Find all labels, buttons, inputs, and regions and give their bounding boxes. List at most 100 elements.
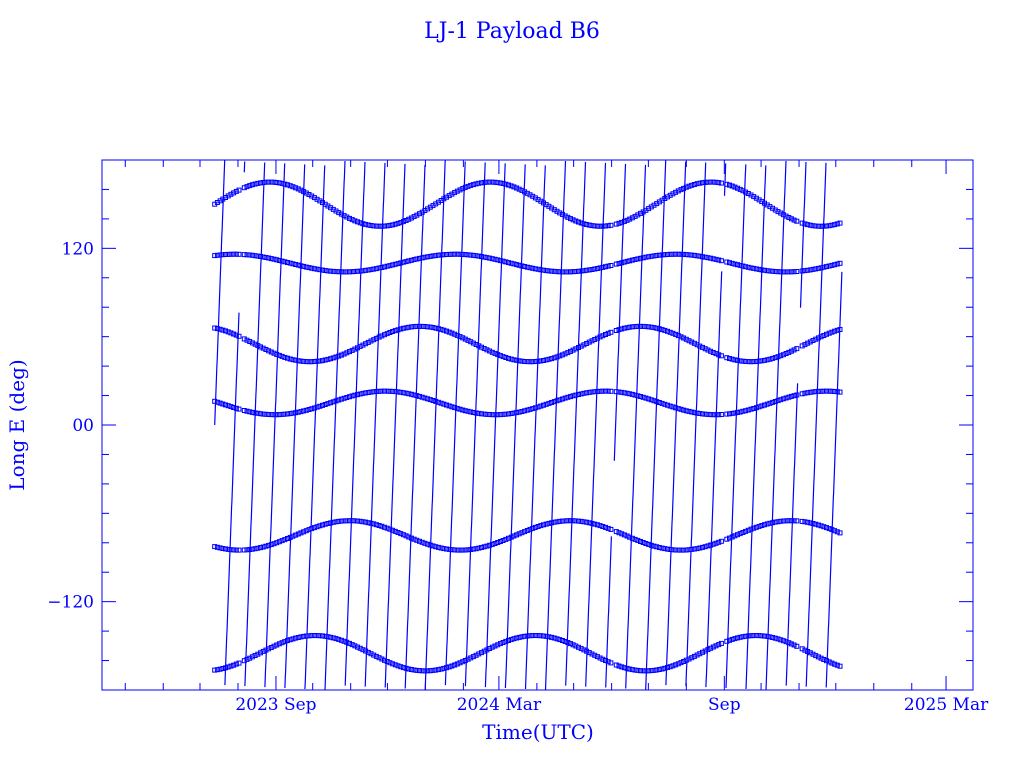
data-point bbox=[444, 546, 449, 552]
data-point bbox=[347, 269, 352, 275]
data-point bbox=[818, 655, 824, 661]
data-point bbox=[479, 180, 484, 186]
data-point bbox=[341, 518, 347, 524]
data-point bbox=[554, 269, 560, 275]
data-point bbox=[694, 181, 700, 187]
data-point bbox=[683, 547, 689, 553]
data-point bbox=[748, 406, 754, 412]
data-point bbox=[214, 326, 220, 332]
data-point bbox=[621, 390, 627, 396]
data-point bbox=[524, 264, 530, 270]
data-point bbox=[382, 657, 387, 663]
data-point bbox=[435, 667, 441, 673]
data-point bbox=[745, 633, 751, 639]
data-point bbox=[325, 268, 331, 274]
data-point bbox=[293, 532, 299, 538]
data-point bbox=[743, 408, 749, 414]
data-point bbox=[481, 411, 487, 417]
data-point bbox=[678, 334, 684, 340]
data-point bbox=[527, 265, 533, 271]
data-point bbox=[390, 388, 396, 394]
data-point bbox=[379, 333, 385, 339]
data-point bbox=[799, 646, 805, 652]
data-point bbox=[363, 341, 369, 347]
data-point bbox=[473, 652, 479, 658]
data-point bbox=[301, 263, 307, 269]
data-point bbox=[783, 395, 789, 401]
data-point bbox=[497, 180, 503, 186]
data-point bbox=[279, 538, 285, 544]
data-point bbox=[530, 633, 536, 639]
data-point bbox=[799, 268, 805, 274]
data-point bbox=[557, 353, 563, 359]
data-point bbox=[643, 254, 649, 260]
data-point bbox=[290, 636, 296, 642]
data-point bbox=[834, 662, 840, 668]
data-point bbox=[266, 542, 272, 548]
data-point bbox=[489, 541, 495, 547]
data-point bbox=[592, 337, 598, 342]
data-point bbox=[740, 408, 746, 414]
data-point bbox=[770, 355, 776, 361]
data-point bbox=[532, 633, 538, 638]
data-point bbox=[363, 267, 369, 273]
data-point bbox=[390, 222, 396, 228]
data-point bbox=[236, 660, 242, 666]
data-point bbox=[708, 412, 714, 418]
data-point bbox=[702, 179, 708, 185]
data-point bbox=[303, 528, 309, 534]
data-point bbox=[365, 339, 371, 345]
data-point bbox=[408, 324, 414, 330]
data-point bbox=[791, 217, 797, 223]
data-point bbox=[624, 665, 630, 671]
data-point bbox=[729, 356, 735, 362]
data-point bbox=[756, 523, 762, 529]
data-point bbox=[290, 261, 296, 267]
data-point bbox=[586, 520, 592, 526]
data-point bbox=[395, 530, 401, 535]
data-point bbox=[681, 547, 687, 553]
data-point bbox=[648, 542, 654, 548]
data-point bbox=[519, 358, 525, 364]
data-point bbox=[352, 643, 358, 649]
data-point bbox=[834, 327, 840, 333]
data-point bbox=[826, 330, 832, 336]
data-point bbox=[775, 398, 781, 404]
data-point bbox=[740, 530, 746, 535]
data-point bbox=[438, 545, 444, 551]
data-point bbox=[646, 541, 652, 547]
data-point bbox=[643, 668, 649, 674]
data-point bbox=[476, 343, 482, 349]
data-point bbox=[710, 412, 716, 418]
data-point bbox=[605, 388, 611, 394]
data-point bbox=[691, 653, 697, 659]
data-point bbox=[675, 251, 681, 257]
data-point bbox=[791, 393, 797, 399]
data-point bbox=[468, 252, 474, 258]
marker-band bbox=[212, 323, 843, 365]
data-point bbox=[406, 324, 412, 330]
data-point bbox=[802, 221, 808, 227]
data-point bbox=[576, 345, 581, 350]
data-point bbox=[589, 389, 595, 395]
data-point bbox=[735, 185, 740, 191]
data-point bbox=[627, 324, 633, 330]
data-point bbox=[753, 266, 759, 272]
data-point bbox=[373, 653, 379, 659]
data-point bbox=[403, 325, 409, 331]
data-point bbox=[629, 324, 635, 330]
data-point bbox=[681, 185, 687, 191]
data-point bbox=[678, 660, 684, 666]
data-point bbox=[263, 179, 269, 185]
data-point bbox=[786, 640, 792, 646]
data-point bbox=[791, 518, 797, 524]
data-point bbox=[249, 654, 255, 660]
data-point bbox=[665, 665, 670, 670]
data-point bbox=[705, 411, 711, 417]
data-point bbox=[691, 546, 697, 552]
data-point bbox=[824, 264, 829, 270]
data-point bbox=[341, 395, 347, 401]
data-point bbox=[783, 518, 789, 524]
data-point bbox=[352, 518, 358, 524]
data-point bbox=[667, 547, 673, 552]
